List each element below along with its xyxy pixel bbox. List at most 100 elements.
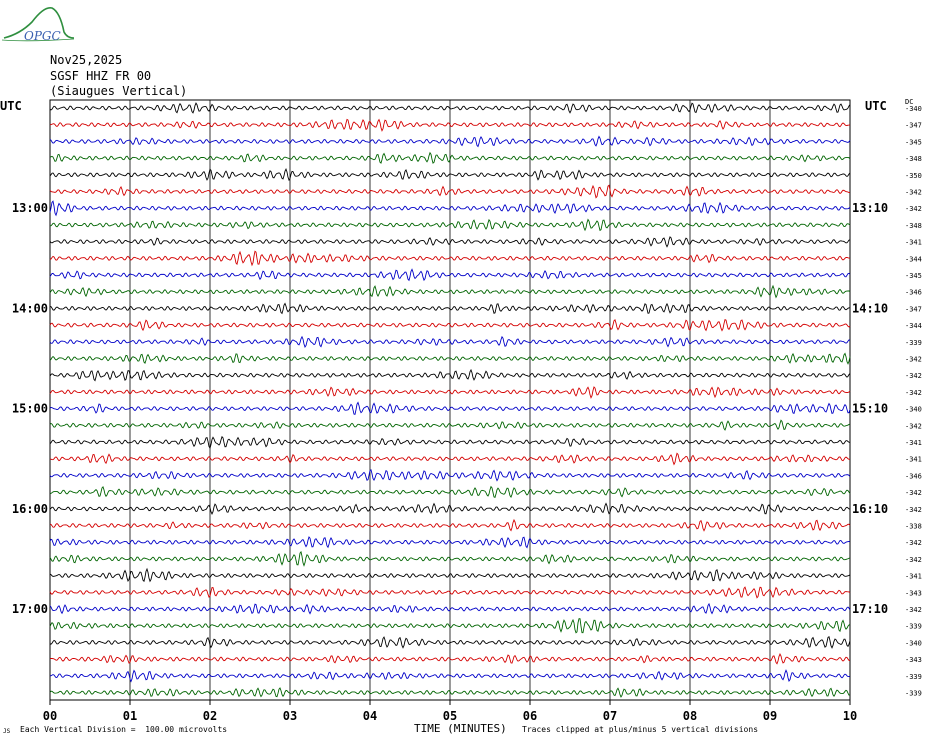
dc-offset-label: -345 (905, 272, 922, 280)
x-tick-label: 07 (603, 709, 617, 723)
time-grid (49, 99, 851, 705)
trace-22 (49, 452, 851, 466)
dc-offset-label: -339 (905, 339, 922, 347)
x-tick-label: 03 (283, 709, 297, 723)
dc-offset-label: -341 (905, 456, 922, 464)
dc-offset-label: -342 (905, 389, 922, 397)
trace-20 (49, 419, 851, 431)
dc-offset-label: -342 (905, 539, 922, 547)
x-tick-label: 02 (203, 709, 217, 723)
trace-19 (49, 401, 851, 415)
opgc-logo: OPGC (1, 6, 75, 43)
trace-23 (49, 469, 851, 482)
dc-offset-label: -344 (905, 255, 922, 263)
dc-offset-label: -342 (905, 506, 922, 514)
right-hour-label: 17:10 (852, 602, 888, 616)
dc-offset-label: -347 (905, 122, 922, 130)
left-hour-label: 15:00 (12, 402, 48, 416)
x-tick-label: 05 (443, 709, 457, 723)
dc-offset-label: -342 (905, 422, 922, 430)
axis-labels: 00 01 02 03 04 05 06 07 08 09 10 -340 -347 -345 -348 -3… (0, 98, 922, 723)
x-tick-label: 00 (43, 709, 57, 723)
dc-offset-label: -342 (905, 205, 922, 213)
dc-offset-label: -342 (905, 489, 922, 497)
trace-1 (49, 102, 851, 114)
dc-offset-label: -343 (905, 589, 922, 597)
dc-offset-label: -339 (905, 673, 922, 681)
x-tick-label: 09 (763, 709, 777, 723)
seismic-traces (49, 102, 851, 698)
station-label: SGSF HHZ FR 00 (50, 69, 152, 83)
trace-27 (49, 536, 851, 549)
left-utc-title: UTC (0, 99, 22, 113)
scale-note: Each Vertical Division = 100.00 microvol… (20, 725, 228, 734)
trace-12 (49, 284, 851, 299)
date-label: Nov25,2025 (50, 53, 123, 67)
dc-offset-label: -348 (905, 155, 922, 163)
dc-offset-label: -340 (905, 639, 922, 647)
trace-35 (49, 669, 851, 683)
x-tick-label: 01 (123, 709, 137, 723)
trace-10 (49, 250, 851, 267)
corner-mark: JS (3, 728, 11, 735)
right-utc-title: UTC (865, 99, 887, 113)
x-tick-label: 04 (363, 709, 377, 723)
trace-6 (49, 184, 851, 199)
trace-14 (49, 319, 851, 332)
right-hour-label: 13:10 (852, 201, 888, 215)
dc-offset-label: -338 (905, 523, 922, 531)
left-hour-label: 16:00 (12, 502, 48, 516)
dc-offset-label: -341 (905, 573, 922, 581)
dc-offset-label: -342 (905, 356, 922, 364)
left-hour-label: 17:00 (12, 602, 48, 616)
trace-34 (49, 653, 851, 665)
trace-5 (49, 168, 851, 182)
dc-offset-label: -340 (905, 406, 922, 414)
dc-offset-label: -341 (905, 439, 922, 447)
dc-offset-label: -343 (905, 656, 922, 664)
trace-15 (49, 335, 851, 348)
trace-2 (49, 118, 851, 132)
dc-offset-label: -339 (905, 690, 922, 698)
trace-9 (49, 236, 851, 248)
dc-offset-label: -346 (905, 472, 922, 480)
trace-3 (49, 135, 851, 148)
trace-24 (49, 485, 851, 498)
dc-offset-label: -350 (905, 172, 922, 180)
dc-offset-label: -342 (905, 189, 922, 197)
dc-offset-label: -346 (905, 289, 922, 297)
trace-17 (49, 368, 851, 382)
logo-text: OPGC (24, 29, 61, 43)
dc-offset-label: -344 (905, 322, 922, 330)
dc-column-title: DC (905, 98, 913, 106)
dc-offset-label: -342 (905, 606, 922, 614)
dc-offset-label: -348 (905, 222, 922, 230)
clip-note: Traces clipped at plus/minus 5 vertical … (522, 725, 759, 734)
trace-7 (49, 200, 851, 217)
trace-29 (49, 567, 851, 583)
location-label: (Siaugues Vertical) (50, 84, 188, 98)
trace-32 (49, 618, 851, 634)
dc-offset-label: -339 (905, 623, 922, 631)
trace-36 (49, 687, 851, 698)
dc-offset-label: -341 (905, 239, 922, 247)
trace-8 (49, 218, 851, 232)
trace-33 (49, 636, 851, 649)
trace-28 (49, 550, 851, 567)
right-hour-label: 15:10 (852, 402, 888, 416)
dc-offset-label: -347 (905, 305, 922, 313)
dc-offset-label: -345 (905, 138, 922, 146)
dc-offset-label: -342 (905, 372, 922, 380)
x-tick-label: 10 (843, 709, 857, 723)
left-hour-label: 13:00 (12, 201, 48, 215)
dc-offset-label: -340 (905, 105, 922, 113)
trace-31 (49, 602, 851, 615)
right-hour-label: 16:10 (852, 502, 888, 516)
trace-30 (49, 586, 851, 599)
trace-18 (49, 386, 851, 399)
dc-offset-label: -342 (905, 556, 922, 564)
x-axis-title: TIME (MINUTES) (414, 722, 507, 735)
left-hour-label: 14:00 (12, 301, 48, 315)
right-hour-label: 14:10 (852, 301, 888, 315)
